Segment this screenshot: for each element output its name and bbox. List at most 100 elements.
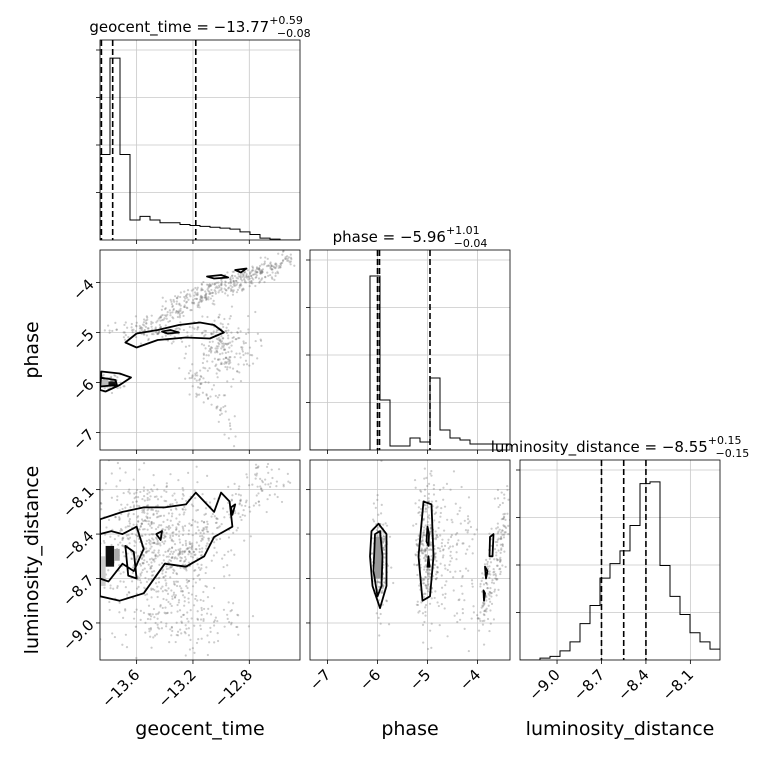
scatter-point: [173, 492, 176, 495]
scatter-point: [422, 531, 425, 534]
scatter-point: [374, 506, 377, 509]
scatter-point: [436, 505, 439, 508]
scatter-point: [121, 507, 124, 511]
scatter-point: [223, 516, 226, 519]
scatter-point: [173, 335, 176, 338]
scatter-point: [234, 284, 237, 287]
scatter-point: [232, 602, 235, 605]
scatter-point: [377, 513, 380, 516]
scatter-point: [460, 585, 463, 588]
scatter-point: [122, 336, 125, 339]
scatter-point: [232, 336, 235, 339]
scatter-point: [231, 274, 234, 277]
scatter-point: [204, 290, 207, 293]
density-cell: [100, 380, 109, 388]
scatter-point: [224, 284, 227, 287]
scatter-point: [489, 561, 493, 564]
scatter-point: [139, 525, 142, 528]
panel-frame: [99, 459, 301, 661]
scatter-point: [437, 604, 440, 608]
scatter-point: [138, 528, 141, 531]
scatter-point: [145, 322, 148, 325]
scatter-point: [183, 604, 186, 607]
scatter-point: [484, 581, 488, 585]
scatter-point: [501, 544, 504, 548]
scatter-point: [414, 553, 417, 556]
scatter-point: [435, 534, 438, 537]
contour-line: [426, 555, 431, 568]
scatter-point: [496, 559, 499, 562]
scatter-point: [235, 338, 238, 341]
scatter-point: [141, 534, 144, 537]
scatter-point: [383, 537, 387, 540]
scatter-point: [152, 607, 156, 611]
scatter-point: [200, 606, 203, 610]
scatter-point: [197, 638, 200, 641]
scatter-point: [169, 602, 172, 605]
scatter-point: [495, 544, 499, 547]
scatter-point: [159, 326, 162, 329]
scatter-point: [375, 534, 378, 537]
scatter-point: [255, 275, 258, 279]
scatter-point: [200, 539, 203, 543]
scatter-point: [172, 308, 175, 312]
scatter-point: [217, 338, 220, 341]
scatter-point: [256, 271, 259, 274]
scatter-point: [483, 563, 487, 566]
scatter-point: [476, 614, 479, 617]
panel-frame: [519, 459, 721, 661]
scatter-point: [157, 332, 160, 335]
scatter-point: [416, 600, 419, 603]
scatter-point: [164, 574, 167, 578]
scatter-point: [118, 517, 121, 520]
scatter-point: [141, 509, 144, 512]
scatter-point: [149, 635, 152, 638]
contour-line: [100, 370, 132, 393]
scatter-point: [145, 551, 148, 554]
scatter-point: [501, 501, 504, 505]
scatter-point: [248, 277, 251, 280]
scatter-point: [150, 488, 153, 491]
scatter-point: [252, 504, 255, 507]
scatter-point: [215, 285, 218, 288]
scatter-point: [146, 504, 149, 507]
scatter-point: [174, 327, 177, 331]
scatter-point: [249, 271, 252, 274]
scatter-point: [427, 514, 431, 517]
scatter-point: [97, 558, 99, 560]
scatter-point: [220, 283, 223, 286]
scatter-point: [470, 579, 474, 582]
scatter-point: [440, 586, 444, 589]
scatter-point: [189, 369, 192, 372]
scatter-point: [200, 550, 204, 553]
scatter-point: [261, 270, 264, 273]
scatter-point: [204, 329, 208, 333]
scatter-point: [422, 533, 425, 537]
scatter-point: [135, 608, 138, 611]
scatter-point: [278, 264, 281, 268]
scatter-point: [193, 294, 196, 297]
scatter-point: [222, 565, 225, 569]
scatter-point: [247, 278, 250, 281]
scatter-point: [146, 550, 149, 553]
scatter-point: [131, 580, 134, 583]
scatter-point: [111, 632, 114, 635]
scatter-point: [222, 608, 226, 611]
scatter-point: [511, 520, 513, 522]
scatter-point: [495, 578, 498, 581]
scatter-point: [446, 518, 449, 521]
scatter-point: [133, 492, 136, 495]
scatter-point: [201, 529, 204, 532]
scatter-point: [419, 489, 422, 492]
scatter-point: [457, 539, 460, 542]
scatter-point: [461, 607, 464, 611]
scatter-point: [240, 504, 243, 507]
scatter-point: [226, 358, 230, 361]
scatter-point: [503, 497, 506, 500]
scatter-point: [434, 530, 437, 533]
scatter-point: [145, 593, 149, 596]
scatter-point: [242, 278, 246, 281]
scatter-point: [140, 522, 143, 525]
scatter-point: [289, 260, 293, 263]
scatter-point: [213, 586, 216, 590]
